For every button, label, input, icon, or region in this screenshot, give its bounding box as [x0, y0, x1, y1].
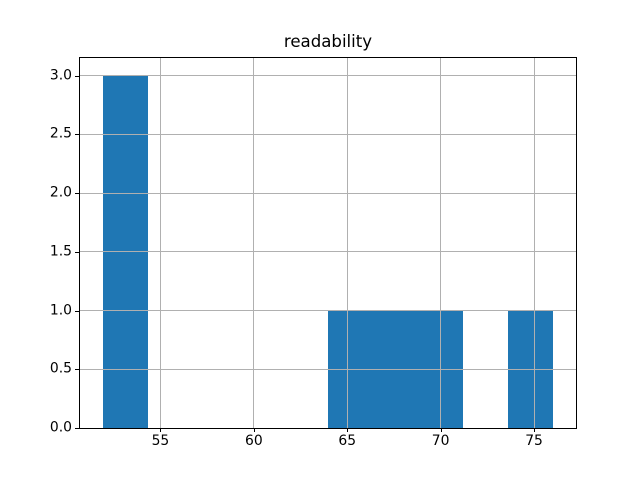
gridline-vertical — [253, 58, 255, 428]
y-tick-label: 1.5 — [49, 243, 72, 260]
x-tick-label: 75 — [525, 433, 543, 449]
y-tick-label: 1.0 — [49, 302, 72, 319]
gridline-vertical — [159, 58, 161, 428]
x-tick-mark — [160, 428, 162, 432]
gridline-horizontal — [80, 368, 576, 370]
gridline-vertical — [440, 58, 442, 428]
gridline-vertical — [533, 58, 535, 428]
y-tick-label: 2.5 — [49, 125, 72, 142]
gridline-horizontal — [80, 251, 576, 253]
x-tick-mark — [534, 428, 536, 432]
x-tick-label: 70 — [431, 433, 450, 449]
y-tick-mark — [75, 428, 79, 429]
y-tick-label: 0.0 — [49, 419, 72, 436]
y-tick-mark — [75, 310, 79, 312]
gridline-horizontal — [80, 192, 576, 194]
gridline-horizontal — [80, 310, 576, 312]
x-tick-label: 65 — [338, 433, 357, 449]
x-tick-mark — [253, 428, 255, 432]
x-tick-label: 55 — [151, 433, 170, 449]
x-tick-mark — [440, 428, 442, 432]
gridline-horizontal — [80, 427, 576, 428]
plot-area — [80, 58, 576, 428]
y-tick-mark — [75, 134, 79, 136]
y-tick-mark — [75, 369, 79, 371]
y-tick-label: 0.5 — [49, 360, 72, 377]
gridline-horizontal — [80, 133, 576, 135]
y-tick-label: 3.0 — [49, 67, 72, 84]
gridline-horizontal — [80, 75, 576, 77]
y-tick-label: 2.0 — [49, 184, 72, 201]
x-tick-label: 60 — [244, 433, 263, 449]
chart-title: readability — [283, 32, 373, 51]
x-tick-mark — [347, 428, 349, 432]
gridline-vertical — [346, 58, 348, 428]
y-tick-mark — [75, 193, 79, 195]
y-tick-mark — [75, 251, 79, 253]
y-tick-mark — [75, 75, 79, 77]
